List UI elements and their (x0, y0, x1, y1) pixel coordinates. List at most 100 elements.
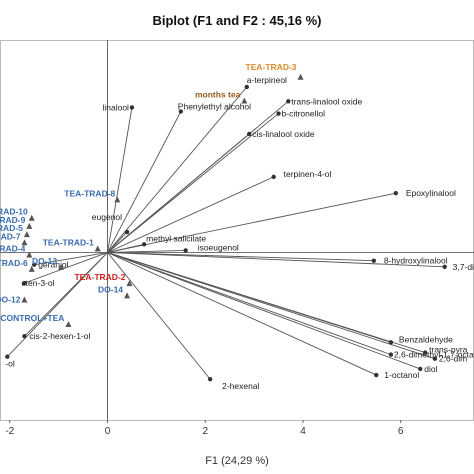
variable-vector (107, 192, 396, 253)
variable-label: a-terpineol (247, 75, 287, 85)
observation-label: TEA-TRAD-4 (0, 244, 26, 254)
variable-label: 8-hydroxylinalool (384, 256, 448, 266)
variable-point (418, 366, 423, 372)
variable-label: trans-pyra (429, 345, 468, 355)
variable-label: methyl salicilate (146, 233, 206, 243)
variable-label: 2-hexenal (222, 381, 259, 391)
variable-point (124, 229, 130, 235)
variable-vector (107, 133, 250, 253)
observation-marker (124, 292, 131, 299)
variable-vector (107, 252, 445, 268)
variable-label: geraniol (38, 260, 68, 270)
variable-label: cten-3-ol (21, 278, 54, 288)
variable-vector (107, 86, 248, 253)
variable-point (388, 340, 394, 345)
variable-point (5, 354, 10, 359)
variable-label: Epoxylinalool (406, 188, 456, 198)
variable-label: eugenol (92, 212, 122, 222)
variable-vector (107, 243, 145, 253)
variable-vector (24, 252, 108, 284)
observation-marker (26, 251, 33, 258)
variable-label: terpinen-4-ol (284, 169, 332, 179)
observation-label: TEA-TRAD-7 (0, 231, 21, 241)
variable-point (32, 262, 37, 267)
variable-label: 2,6-dimethyl-1,7-octadi (394, 350, 474, 360)
variable-vector (107, 252, 374, 262)
variable-point (371, 258, 377, 263)
variable-vector (107, 249, 186, 253)
variable-vector (7, 252, 108, 357)
variable-point (374, 372, 379, 378)
variable-label: cis-linalool oxide (252, 129, 315, 139)
variable-vector (107, 252, 377, 376)
variable-vector (107, 252, 211, 380)
observation-label: TEA-TRAD-3 (246, 62, 297, 72)
observation-marker (297, 73, 304, 80)
variable-vector (107, 252, 392, 356)
x-tick-label: 2 (202, 426, 208, 437)
observation-marker (114, 196, 121, 203)
variable-point (207, 376, 213, 382)
observation-label: TEA-TRAD-5 (0, 223, 23, 233)
variable-point (141, 242, 147, 247)
observation-marker (21, 296, 28, 303)
observation-label: TEA-TRAD-1 (43, 237, 94, 247)
variable-label: diol (424, 364, 437, 374)
observation-label: TEA-TRAD-2 (74, 272, 125, 282)
variable-label: Benzaldehyde (399, 334, 453, 344)
x-tick-label: 4 (300, 426, 306, 437)
variable-label: 1-octanol (384, 370, 419, 380)
variable-vector (107, 252, 426, 354)
variable-point (442, 264, 447, 269)
observation-marker (241, 97, 248, 104)
observation-label: TEA-TRAD-6 (0, 258, 28, 268)
observation-label: DO-12 (0, 294, 21, 304)
variable-point (393, 191, 399, 196)
variable-point (183, 248, 188, 253)
variable-point (129, 105, 135, 110)
observation-marker (126, 280, 133, 287)
variable-point (247, 131, 252, 137)
observation-marker (23, 231, 30, 238)
observation-label: TEA-TRAD-8 (64, 188, 115, 198)
observation-marker (28, 214, 35, 221)
variable-label: 3,7-dim (453, 262, 474, 272)
variable-point (432, 356, 438, 361)
variable-vector (107, 113, 279, 253)
variable-vector (107, 107, 133, 253)
observation-marker (58, 263, 65, 270)
variable-label: Phenylethyl alcohol (178, 102, 251, 112)
observation-label: CONTROL+TEA (0, 313, 64, 323)
observation-label: months tea (195, 89, 241, 99)
variable-label: 2,6-dim (439, 354, 467, 364)
variable-label: -ol (5, 359, 15, 369)
variable-point (286, 99, 291, 104)
observation-points: TEA-TRAD-3 months tea TEA-TRAD-8 TEA-TRAD-1… (0, 62, 304, 327)
variable-point (178, 109, 184, 114)
variable-points: a-terpineol trans-linalool oxide b-citrone… (5, 75, 474, 391)
variable-vector (107, 176, 274, 253)
observation-label: DO-13 (32, 256, 57, 266)
variable-point (271, 174, 276, 180)
x-tick-label: 0 (105, 426, 111, 437)
observation-label: TEA-TRAD-10 (0, 207, 28, 217)
observation-label: DO-14 (98, 284, 123, 294)
observation-marker (21, 239, 28, 246)
variable-vector (107, 231, 128, 253)
variable-vector (107, 252, 421, 370)
x-tick-label: 6 (398, 426, 404, 437)
x-tick-labels: -2 0 2 4 6 (5, 420, 404, 437)
observation-label: TEA-TRAD-9 (0, 215, 26, 225)
variable-label: linalool (102, 102, 129, 112)
variable-point (388, 352, 394, 357)
observation-marker (26, 222, 33, 229)
variable-vectors (7, 86, 445, 380)
x-axis-title: F1 (24,29 %) (205, 455, 269, 467)
chart-title: Biplot (F1 and F2 : 45,16 %) (152, 13, 321, 28)
variable-label: cis-2-hexen-1-ol (29, 331, 90, 341)
variable-label: b-citronellol (282, 109, 326, 119)
variable-vector (34, 252, 108, 266)
variable-vector (107, 111, 182, 253)
